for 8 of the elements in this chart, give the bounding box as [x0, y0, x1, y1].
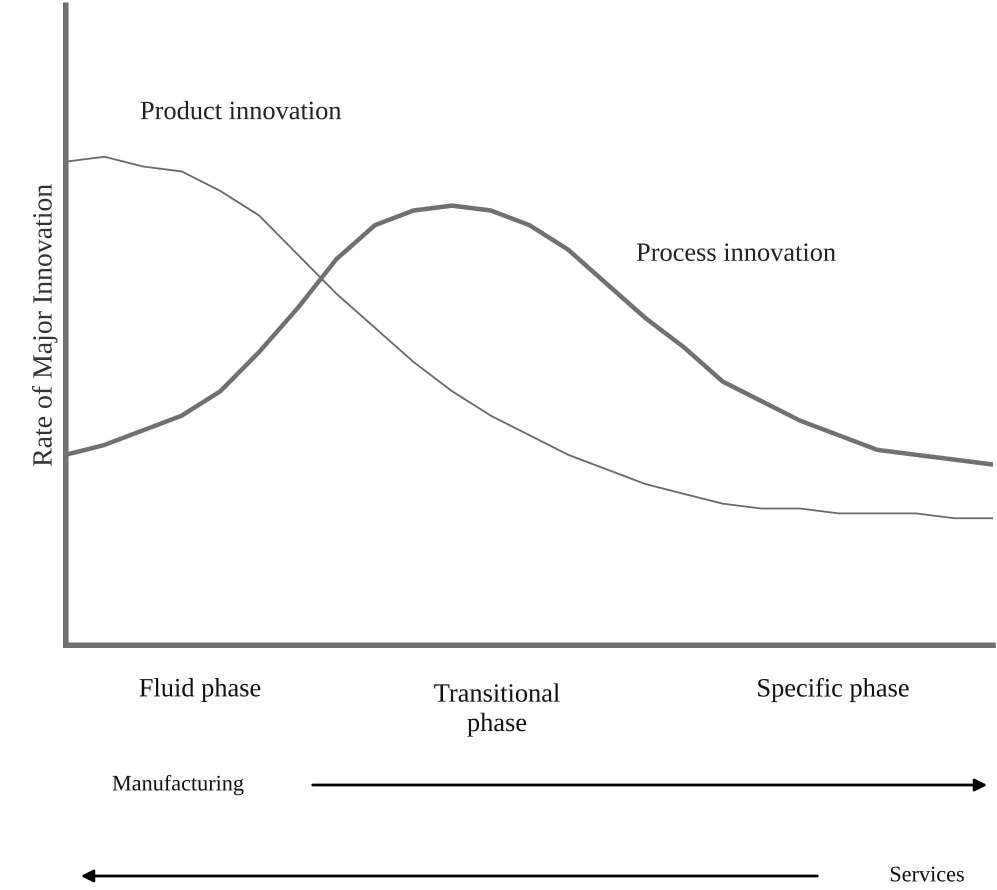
series-label: Process innovation: [636, 243, 836, 262]
text: Specific phase: [758, 678, 909, 702]
text: Services: [890, 866, 964, 882]
text: Fluid phase: [140, 678, 260, 702]
text: Transitional phase: [434, 683, 560, 737]
text: Manufacturing: [112, 774, 244, 796]
series-label: Product innovation: [140, 100, 342, 120]
y-axis-title: Rate of Major Innovation: [32, 184, 58, 466]
